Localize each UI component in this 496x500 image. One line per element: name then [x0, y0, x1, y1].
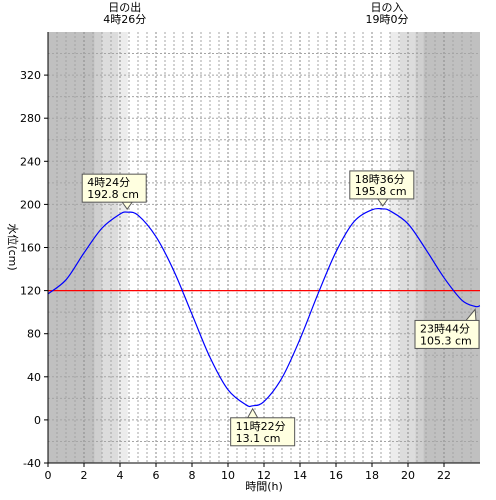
- x-tick-label: 18: [365, 469, 379, 482]
- x-tick-label: 0: [45, 469, 52, 482]
- y-tick-label: -40: [23, 457, 41, 470]
- annotation-box: [81, 173, 147, 203]
- shading-band-twilight-dark: [415, 32, 424, 463]
- sunset-time: 19時0分: [366, 13, 409, 26]
- annotation-value: 192.8 cm: [87, 188, 139, 201]
- daylight-shading: [48, 32, 480, 463]
- annotation-time: 11時22分: [236, 420, 286, 433]
- x-tick-label: 6: [153, 469, 160, 482]
- axes: -40 0 40 80 120 160 200 240 280 320 0 2 4 6 8 10 12 14 16 1…: [6, 32, 480, 493]
- sunset-label: 日の入: [371, 1, 404, 14]
- series-group: [47, 207, 481, 408]
- annotation-value: 195.8 cm: [355, 185, 407, 198]
- x-tick-label: 22: [437, 469, 451, 482]
- x-tick-label: 10: [221, 469, 235, 482]
- x-tick-label: 12: [257, 469, 271, 482]
- sunrise-time: 4時26分: [103, 13, 146, 26]
- x-tick-label: 8: [189, 469, 196, 482]
- x-axis-label: 時間(h): [245, 480, 283, 493]
- y-axis-label: 水位(cm): [6, 223, 20, 270]
- x-tick-label: 20: [401, 469, 415, 482]
- annotation-time: 4時24分: [87, 176, 130, 189]
- y-tick-label: 200: [20, 198, 41, 211]
- x-tick-label: 2: [81, 469, 88, 482]
- annotation-box: [230, 417, 296, 447]
- shading-band-twilight-dark: [94, 32, 102, 463]
- sunrise-label: 日の出: [108, 0, 141, 14]
- y-tick-label: 160: [20, 242, 41, 255]
- y-tick-label: 320: [20, 69, 41, 82]
- annotation-time: 18時36分: [355, 173, 405, 186]
- shading-band-twilight-light: [118, 32, 128, 463]
- x-tick-label: 4: [117, 469, 124, 482]
- y-tick-label: 280: [20, 112, 41, 125]
- x-tick-label: 16: [329, 469, 343, 482]
- series-line: [47, 207, 481, 408]
- annotation-time: 23時44分: [420, 322, 470, 335]
- x-tick-label: 14: [293, 469, 307, 482]
- y-tick-label: 0: [34, 414, 41, 427]
- y-tick-label: 240: [20, 155, 41, 168]
- y-tick-label: 120: [20, 285, 41, 298]
- annotation-box: [349, 170, 415, 200]
- shading-band-twilight-mid: [399, 32, 416, 463]
- shading-band-twilight-mid: [102, 32, 119, 463]
- annotation-pointer: [246, 407, 259, 419]
- shading-band-twilight-light: [390, 32, 400, 463]
- annotation-value: 13.1 cm: [236, 432, 281, 445]
- annotation-value: 105.3 cm: [420, 334, 472, 347]
- y-tick-label: 80: [27, 328, 41, 341]
- y-tick-label: 40: [27, 371, 41, 384]
- annotation-pointer: [376, 198, 389, 207]
- annotation-box: [414, 319, 480, 349]
